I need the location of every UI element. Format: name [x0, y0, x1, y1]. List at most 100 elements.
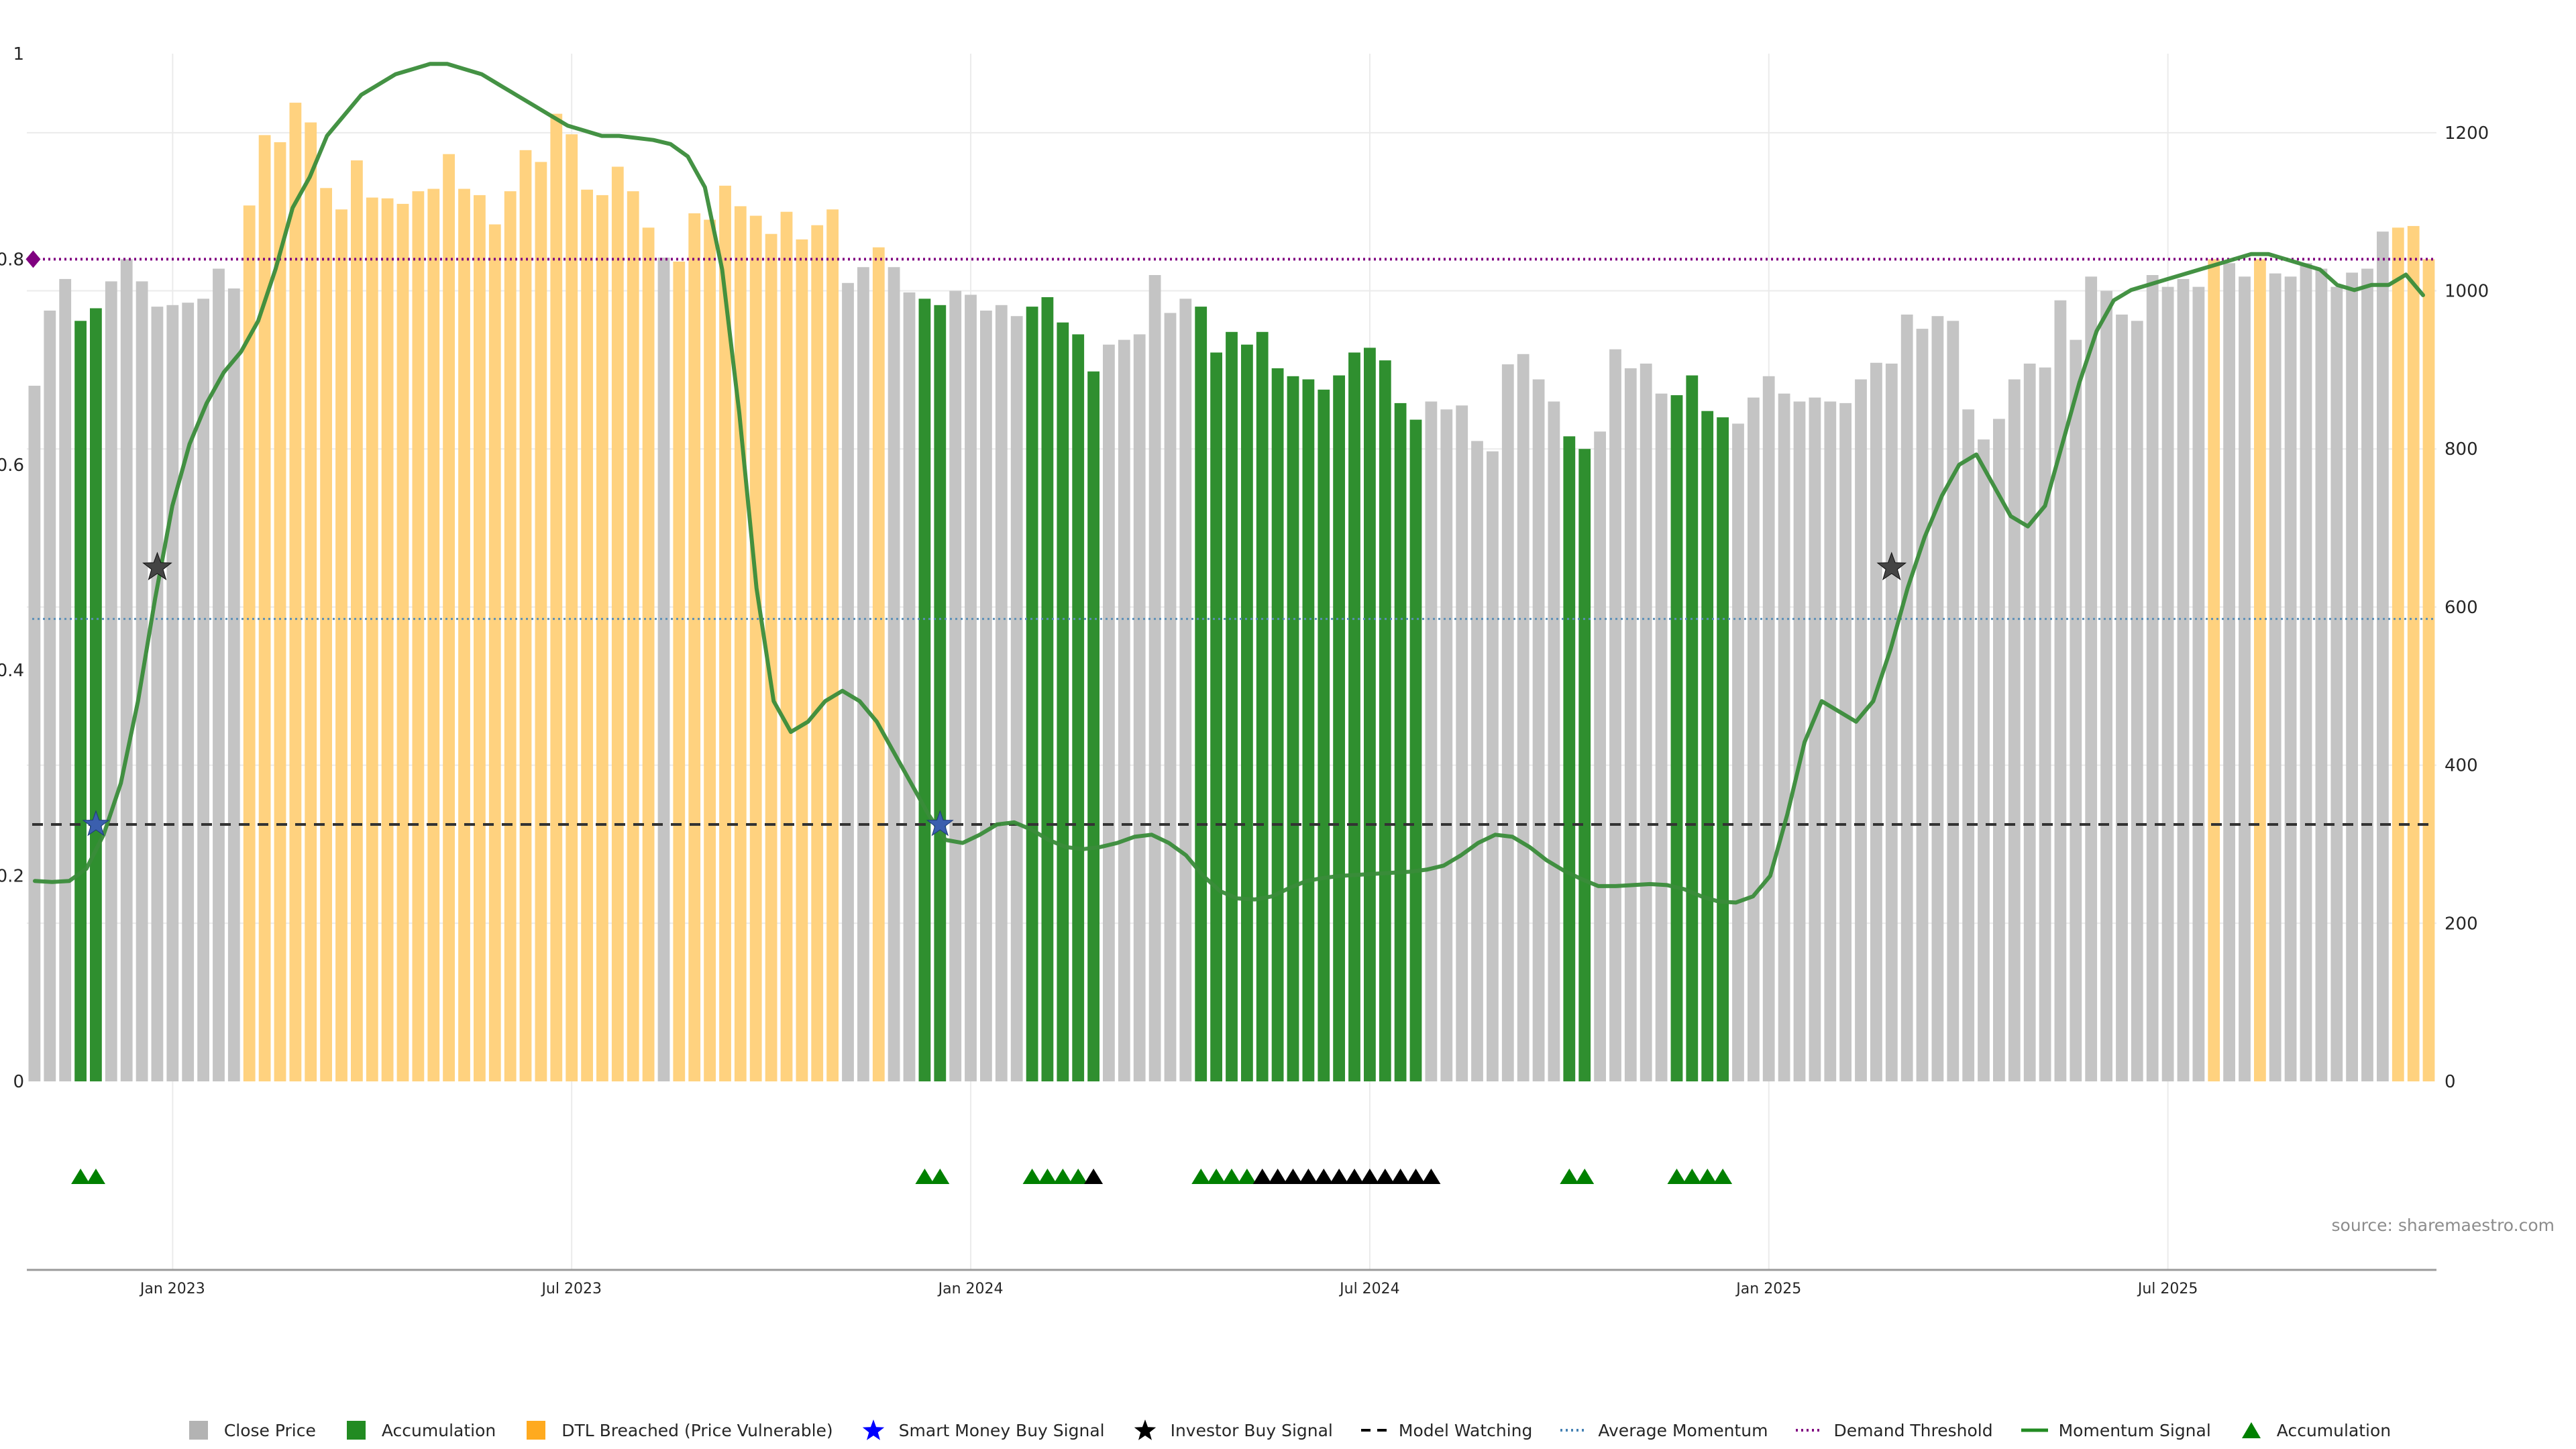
demand-threshold-marker [25, 250, 41, 268]
left-axis-tick-label: 0 [13, 1072, 24, 1092]
dtl-bar [2422, 259, 2435, 1081]
dtl-bar [566, 134, 578, 1082]
close-price-bar [1640, 364, 1652, 1081]
close-price-bar [1594, 431, 1606, 1081]
legend-star [1134, 1419, 1156, 1440]
accumulation-bar [1087, 371, 1099, 1082]
legend-symbol-dot [1796, 1429, 1823, 1432]
legend-item: Accumulation [2238, 1419, 2391, 1442]
legend-square [346, 1421, 366, 1440]
accumulation-bar [1256, 331, 1269, 1081]
dtl-bar [427, 189, 440, 1081]
dtl-bar [351, 160, 363, 1082]
close-price-bar [1809, 397, 1821, 1081]
dtl-bar [2407, 225, 2420, 1081]
dtl-bar [412, 191, 425, 1082]
x-axis-tick-label: Jan 2023 [139, 1281, 205, 1297]
close-price-bar [995, 305, 1008, 1081]
legend: Close Price Accumulation DTL Breached (Pri… [0, 1415, 2576, 1445]
accumulation-marker [1084, 1169, 1104, 1184]
legend-label: Smart Money Buy Signal [898, 1420, 1105, 1440]
legend-symbol-star [1134, 1419, 1156, 1440]
close-price-bar [1978, 439, 1990, 1081]
right-axis-tick-label: 1200 [2445, 123, 2489, 144]
axes-layer: 0 0.2 0.4 0.6 0.8 1 0 200 400 600 800 1000 1200 Jan 2… [0, 44, 2489, 1297]
close-price-bar [1947, 321, 1960, 1081]
dtl-bar [550, 113, 563, 1082]
close-price-bar [1655, 393, 1668, 1082]
accumulation-marker [1682, 1169, 1702, 1184]
close-price-bar [2284, 276, 2297, 1081]
accumulation-marker [1252, 1169, 1272, 1184]
accumulation-marker [1713, 1169, 1733, 1184]
close-price-bar [2054, 300, 2067, 1082]
close-price-bar [2100, 290, 2112, 1081]
investor-buy-signal [1876, 551, 1907, 580]
x-axis-tick-label: Jul 2023 [540, 1281, 602, 1297]
dtl-bar [458, 189, 470, 1081]
close-price-bar [2223, 263, 2235, 1081]
legend-item: Model Watching [1360, 1419, 1532, 1442]
close-price-bar [2116, 314, 2128, 1081]
close-price-bar [1532, 379, 1545, 1081]
dtl-bar [719, 185, 731, 1081]
lines-layer [25, 62, 2436, 905]
legend-label: Investor Buy Signal [1170, 1420, 1333, 1440]
accumulation-marker [915, 1169, 934, 1184]
accumulation-bar [1409, 419, 1422, 1081]
close-price-bar [1456, 405, 1468, 1081]
close-price-bar [120, 259, 133, 1081]
left-axis-tick-label: 0.4 [0, 661, 24, 681]
accumulation-bar [1364, 347, 1376, 1081]
accumulation-bar [1686, 375, 1699, 1081]
dtl-bar [474, 195, 486, 1081]
close-price-bar [2085, 276, 2098, 1081]
close-price-bar [888, 267, 900, 1082]
right-axis-tick-label: 800 [2445, 439, 2478, 460]
accumulation-panel [71, 1169, 1733, 1184]
accumulation-bar [1210, 352, 1222, 1081]
close-price-bar [903, 292, 916, 1081]
close-price-bar [965, 294, 977, 1081]
close-price-bar [28, 386, 41, 1081]
legend-label: Average Momentum [1598, 1420, 1768, 1440]
legend-symbol-line [2021, 1428, 2048, 1432]
close-price-bar [1118, 339, 1130, 1082]
close-price-bar [2330, 286, 2343, 1082]
left-axis-tick-label: 1 [13, 44, 24, 64]
right-axis-tick-label: 600 [2445, 598, 2478, 618]
accumulation-bar [918, 299, 931, 1081]
legend-square [527, 1421, 546, 1440]
dtl-bar [2254, 259, 2266, 1081]
accumulation-bar [1026, 307, 1038, 1082]
accumulation-marker [1053, 1169, 1073, 1184]
legend-item: Smart Money Buy Signal [860, 1419, 1105, 1442]
close-price-bar [2269, 273, 2282, 1082]
accumulation-bar [90, 308, 102, 1081]
accumulation-marker [1069, 1169, 1088, 1184]
x-axis-tick-label: Jan 2024 [937, 1281, 1004, 1297]
accumulation-bar [1394, 402, 1407, 1081]
legend-label: Close Price [223, 1420, 316, 1440]
accumulation-bar [1333, 375, 1345, 1081]
close-price-bar [949, 290, 962, 1081]
close-price-bar [2377, 231, 2389, 1082]
accumulation-bar [934, 305, 947, 1081]
accumulation-marker [1698, 1169, 1717, 1184]
dtl-bar [305, 122, 317, 1081]
accumulation-marker [1406, 1169, 1426, 1184]
close-price-bar [2070, 339, 2082, 1082]
dtl-bar [396, 203, 409, 1081]
x-axis-tick-label: Jul 2024 [1338, 1281, 1400, 1297]
close-price-bar [1824, 401, 1837, 1081]
close-price-bar [1548, 401, 1560, 1081]
dtl-bar [596, 195, 608, 1081]
legend-item: DTL Breached (Price Vulnerable) [523, 1419, 833, 1442]
close-price-bar [1179, 299, 1192, 1081]
accumulation-marker [1375, 1169, 1395, 1184]
close-price-bar [1748, 397, 1760, 1081]
legend-label: DTL Breached (Price Vulnerable) [561, 1420, 833, 1440]
legend-symbol-dash [1360, 1429, 1388, 1432]
dtl-bar [734, 206, 747, 1081]
